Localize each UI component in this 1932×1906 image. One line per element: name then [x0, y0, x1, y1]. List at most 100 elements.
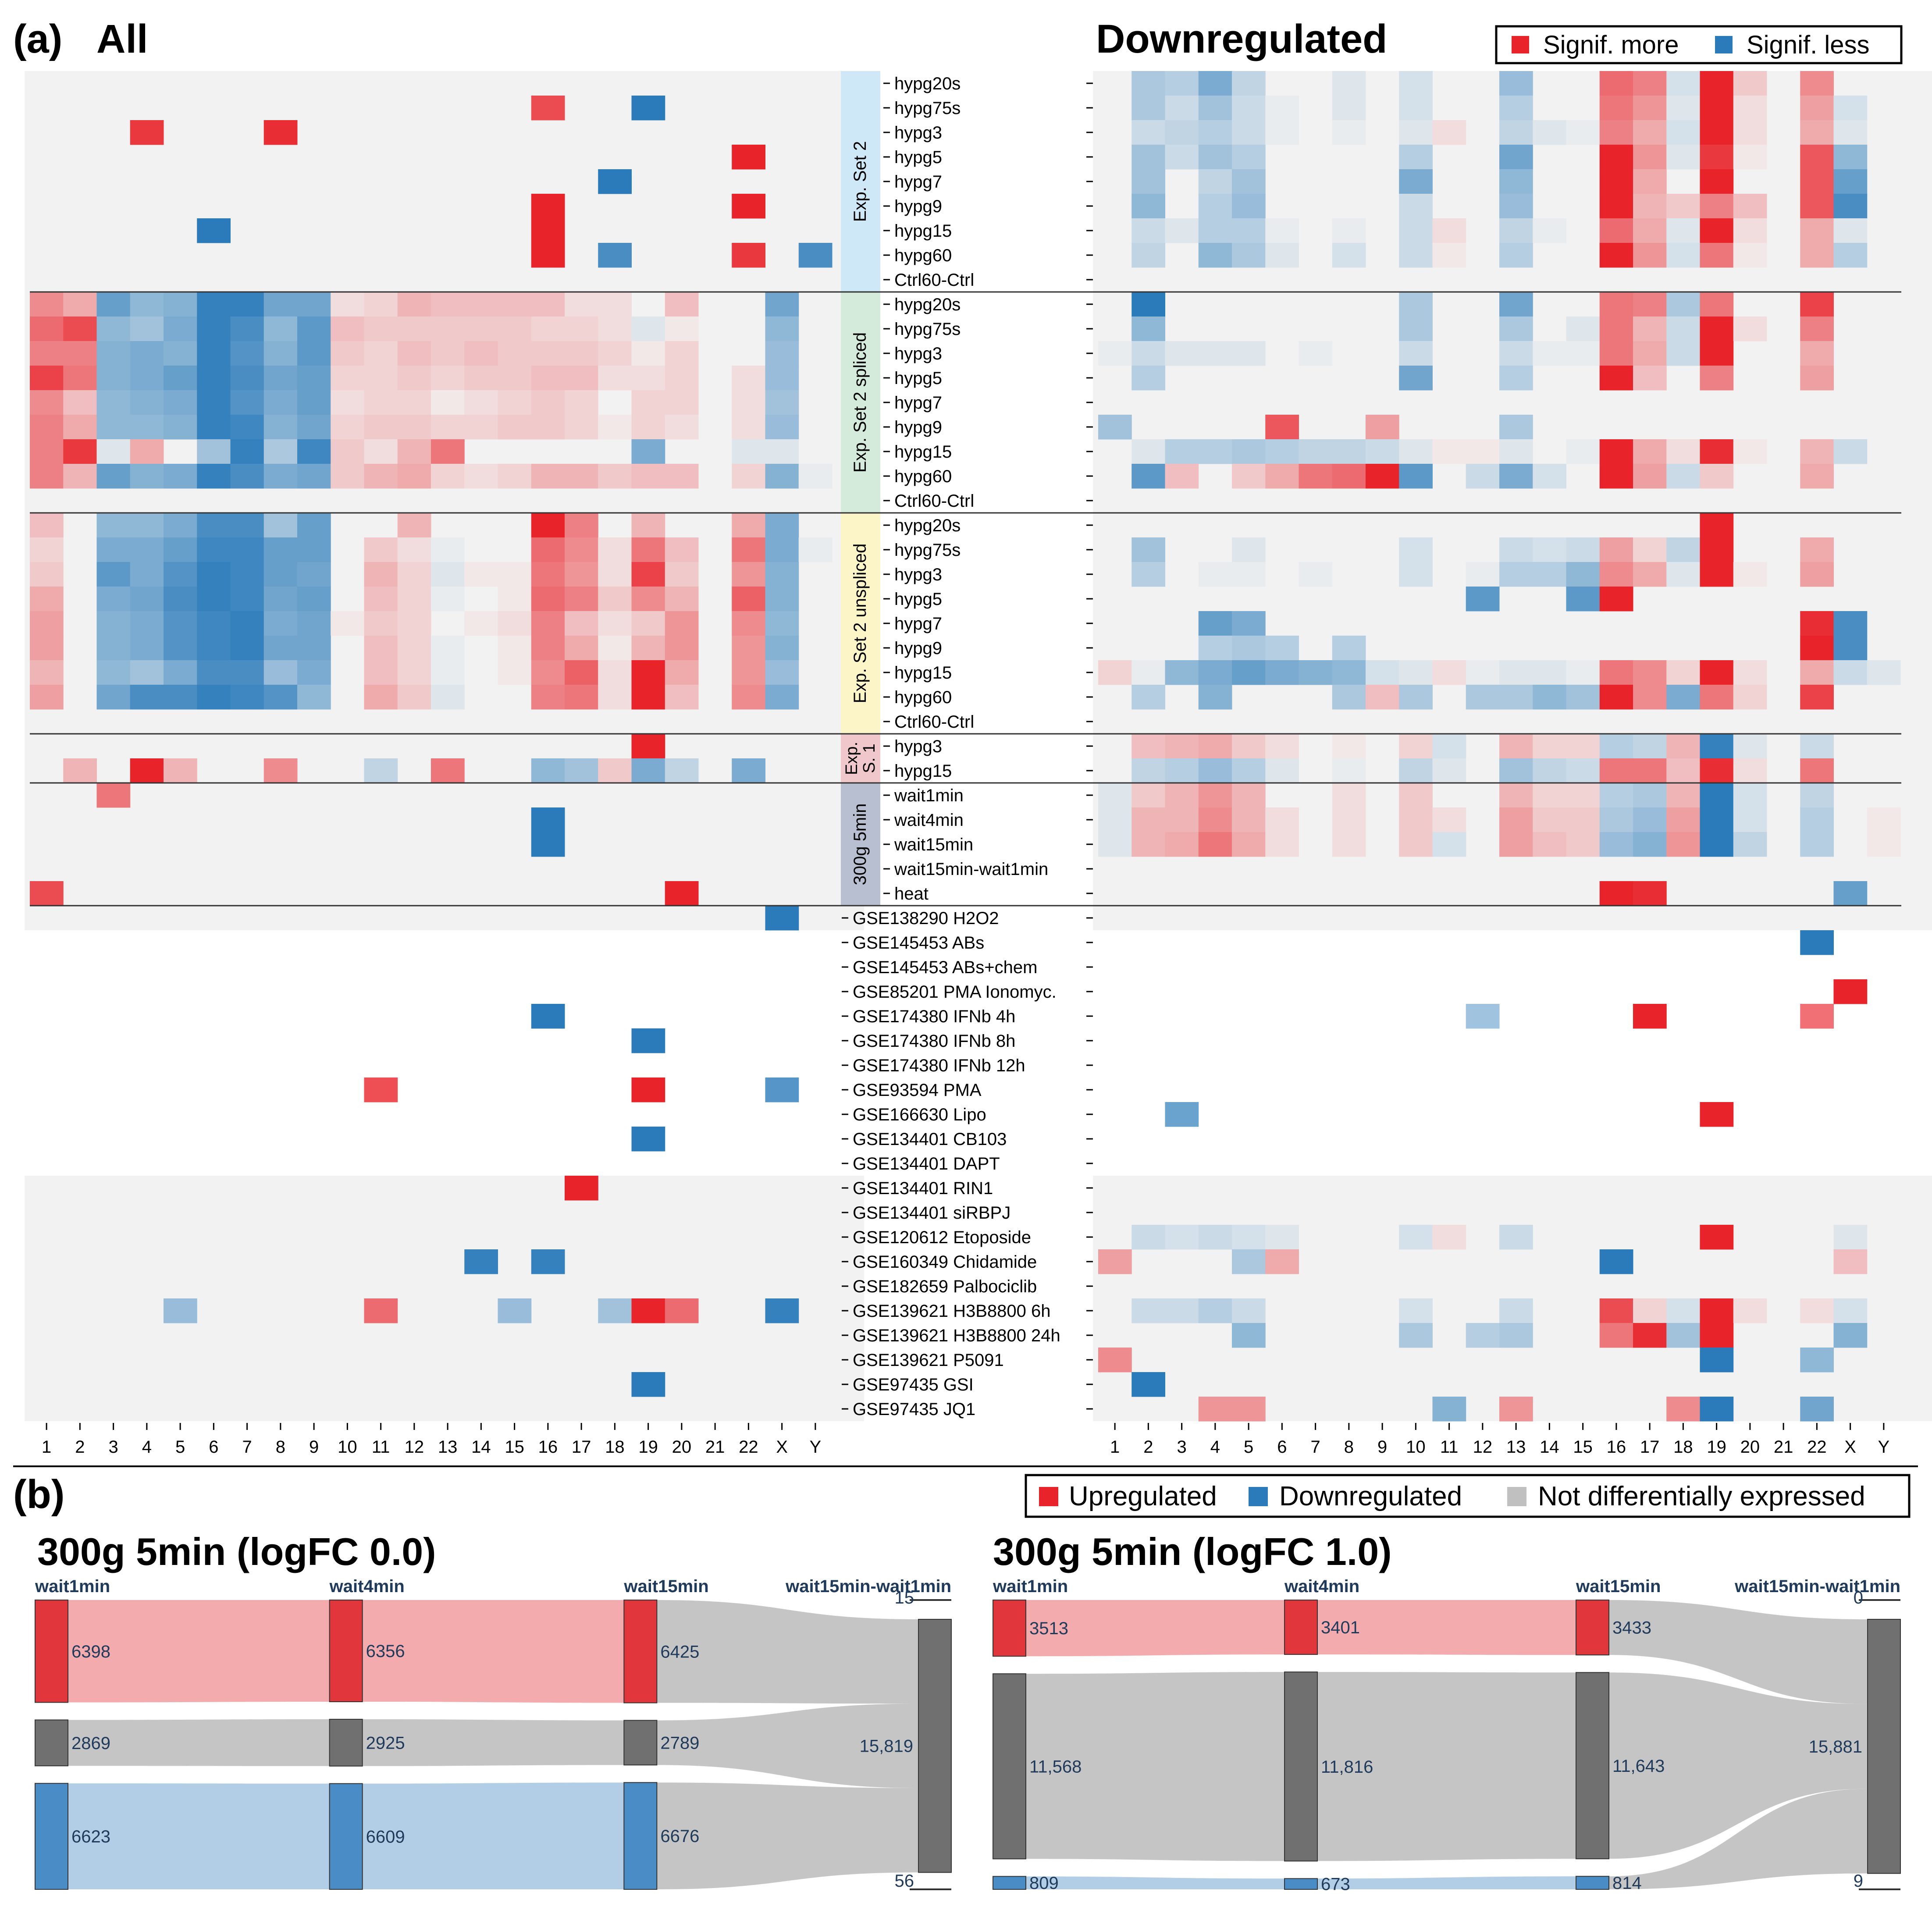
- heatmap-right-cell: [1131, 96, 1165, 121]
- heatmap-right-cell: [1700, 734, 1734, 759]
- heatmap-right-cell: [1098, 832, 1132, 857]
- heatmap-right-cell: [1700, 807, 1734, 832]
- heatmap-left-col-label: 22: [739, 1437, 758, 1457]
- heatmap-left-cell: [732, 758, 765, 783]
- heatmap-right-cell: [1700, 1225, 1734, 1250]
- sankey-right-stage-label: wait1min: [993, 1577, 1068, 1596]
- heatmap-left-cell: [732, 464, 765, 489]
- heatmap-left-cell: [197, 390, 231, 415]
- heatmap-left-cell: [431, 292, 465, 317]
- heatmap-right-cell: [1833, 611, 1868, 636]
- heatmap-left-cell: [197, 218, 231, 243]
- heatmap-left-col-label: 4: [142, 1437, 152, 1457]
- group-strip: [841, 292, 880, 513]
- heatmap-left-col-label: Y: [810, 1437, 822, 1457]
- heatmap-right-cell: [1666, 243, 1700, 268]
- heatmap-left-cell: [665, 611, 699, 636]
- heatmap-left-cell: [297, 390, 331, 415]
- heatmap-right-cell: [1131, 316, 1165, 341]
- heatmap-right-cell: [1165, 120, 1199, 145]
- heatmap-right-cell: [1131, 145, 1165, 170]
- heatmap-right-cell: [1633, 120, 1667, 145]
- heatmap-left-cell: [63, 464, 97, 489]
- row-label: Ctrl60-Ctrl: [894, 491, 974, 511]
- sankey-right-node: [1576, 1876, 1609, 1890]
- heatmap-left-cell: [464, 562, 498, 587]
- heatmap-left-cell: [164, 611, 197, 636]
- heatmap-right-cell: [1165, 832, 1199, 857]
- group-label-strips: Exp. Set 2 Exp. Set 2 spliced Exp. Set 2 u…: [841, 71, 880, 906]
- heatmap-right-cell: [1131, 464, 1165, 489]
- group-separators: [30, 291, 1901, 907]
- heatmap-left-cell: [565, 366, 598, 391]
- heatmap-left-cell: [531, 96, 565, 121]
- heatmap-left-cell: [130, 366, 164, 391]
- heatmap-left-cell: [798, 464, 833, 489]
- panel-a-label: (a): [13, 17, 62, 61]
- heatmap-right-cell: [1332, 120, 1366, 145]
- heatmap-right-cell: [1499, 292, 1533, 317]
- heatmap-left-cell: [531, 194, 565, 219]
- heatmap-left-cell: [364, 685, 398, 710]
- heatmap-right-cell: [1666, 194, 1700, 219]
- heatmap-left-cell: [798, 537, 833, 562]
- row-label: hypg7: [894, 172, 942, 192]
- sankey-left-node: [918, 1619, 952, 1873]
- heatmap-right-cell: [1833, 1323, 1868, 1348]
- heatmap-right-cell: [1533, 660, 1566, 685]
- heatmap-left-cell: [397, 636, 431, 661]
- heatmap-right-cell: [1332, 832, 1366, 857]
- heatmap-right-cell: [1599, 587, 1633, 612]
- heatmap-left-cell: [498, 660, 532, 685]
- heatmap-left-cell: [598, 341, 632, 366]
- row-label: GSE182659 Palbociclib: [853, 1277, 1037, 1296]
- row-label: GSE134401 RIN1: [853, 1179, 993, 1198]
- heatmap-left-cell: [297, 292, 331, 317]
- heatmap-left-cell: [130, 537, 164, 562]
- heatmap-right-cell: [1800, 145, 1834, 170]
- row-label: GSE93594 PMA: [853, 1081, 982, 1100]
- sankey-right-flow: [1317, 1672, 1576, 1861]
- heatmap-right-cell: [1332, 636, 1366, 661]
- heatmap-right-cell: [1399, 1323, 1433, 1348]
- heatmap-left-cell: [732, 415, 765, 440]
- heatmap-right-cell: [1633, 1298, 1667, 1323]
- row-label: wait1min: [894, 786, 964, 805]
- heatmap-right-cell: [1533, 685, 1566, 710]
- heatmap-left-cell: [598, 611, 632, 636]
- heatmap-left-cell: [631, 734, 665, 759]
- heatmap-left-cell: [230, 537, 264, 562]
- sankey-left-stage-label: wait15min-wait1min: [785, 1577, 951, 1596]
- heatmap-right-cell: [1666, 1397, 1700, 1422]
- heatmap-right-cell: [1633, 194, 1667, 219]
- heatmap-right-cell: [1833, 636, 1868, 661]
- heatmap-right-cell: [1700, 292, 1734, 317]
- heatmap-left-cell: [631, 562, 665, 587]
- heatmap-right-cell: [1666, 464, 1700, 489]
- heatmap-right-cell: [1800, 194, 1834, 219]
- row-label: hypg60: [894, 688, 952, 707]
- heatmap-left-cell: [531, 415, 565, 440]
- row-label: GSE134401 CB103: [853, 1130, 1007, 1149]
- heatmap-right-cell: [1198, 218, 1232, 243]
- heatmap-left-cell: [96, 783, 131, 808]
- heatmap-right-cell: [1700, 341, 1734, 366]
- heatmap-left-cell: [531, 1004, 565, 1029]
- heatmap-right-cell: [1232, 807, 1266, 832]
- sankey-left-node-label: 56: [895, 1871, 914, 1891]
- heatmap-left-cell: [732, 243, 765, 268]
- heatmap-right-col-label: X: [1844, 1437, 1856, 1457]
- heatmap-right-col-label: Y: [1878, 1437, 1890, 1457]
- heatmap-right-cell: [1232, 218, 1266, 243]
- heatmap-right-col-label: 11: [1440, 1437, 1459, 1457]
- sankey-left-stage-label: wait4min: [329, 1577, 405, 1596]
- heatmap-right-cell: [1232, 243, 1266, 268]
- heatmap-left-cell: [498, 636, 532, 661]
- heatmap-right-cell: [1700, 71, 1734, 96]
- heatmap-right-cell: [1265, 734, 1299, 759]
- heatmap-left-cell: [130, 292, 164, 317]
- heatmap-right-cell: [1599, 758, 1633, 783]
- heatmap-right-cell: [1800, 783, 1834, 808]
- heatmap-right-cell: [1566, 562, 1600, 587]
- heatmap-right-cell: [1399, 464, 1433, 489]
